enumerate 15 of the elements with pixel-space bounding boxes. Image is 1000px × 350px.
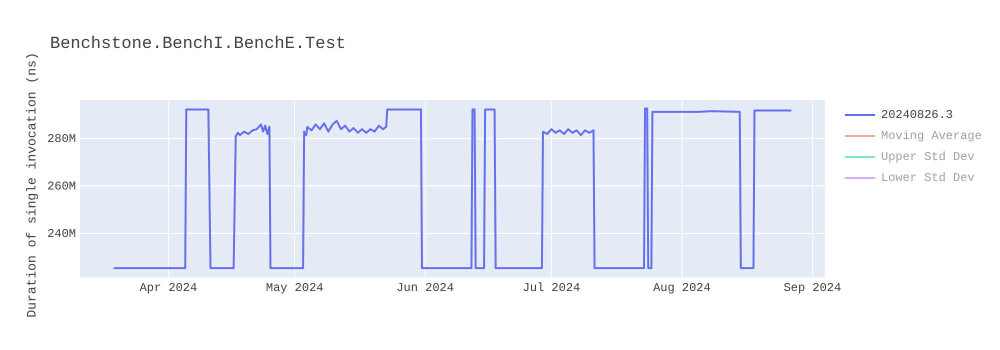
x-tick-label: May 2024: [266, 280, 324, 295]
y-tick-label: 240M: [47, 226, 76, 241]
legend-label: Upper Std Dev: [881, 150, 975, 164]
y-tick-label: 280M: [47, 132, 76, 146]
x-tick-label: Sep 2024: [784, 280, 842, 295]
legend-label: Moving Average: [881, 128, 982, 142]
x-tick-label: Aug 2024: [653, 280, 711, 295]
chart-title: Benchstone.BenchI.BenchE.Test: [50, 35, 346, 54]
y-axis-title: Duration of single invocation (ns): [24, 52, 40, 318]
x-tick-label: Apr 2024: [140, 280, 198, 295]
legend-label: 20240826.3: [881, 108, 954, 122]
legend-label: Lower Std Dev: [881, 170, 975, 184]
y-tick-label: 260M: [47, 179, 76, 194]
x-tick-label: Jul 2024: [522, 280, 580, 295]
x-tick-label: Jun 2024: [396, 280, 454, 295]
